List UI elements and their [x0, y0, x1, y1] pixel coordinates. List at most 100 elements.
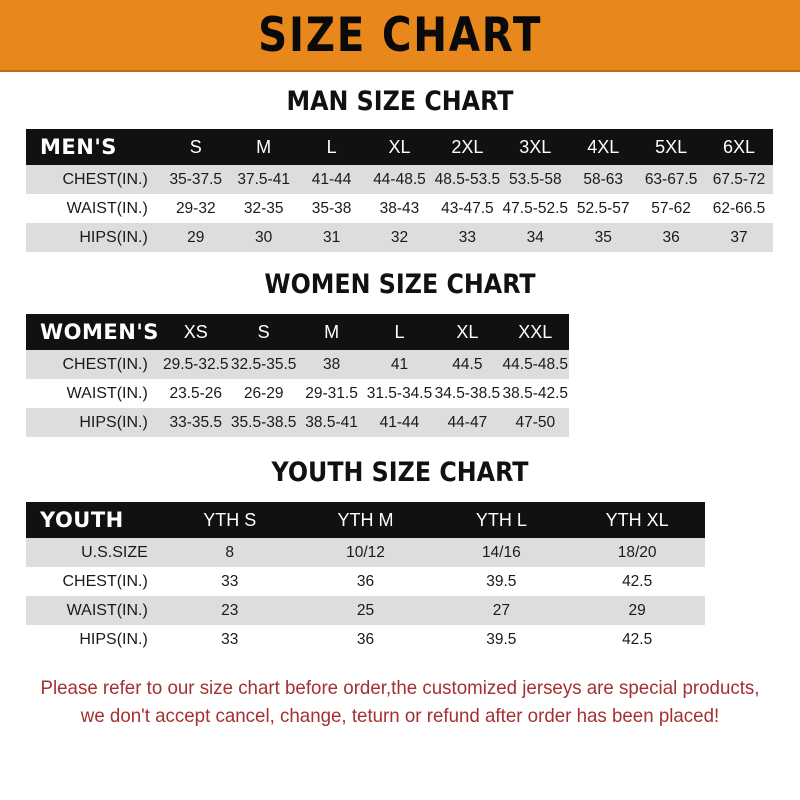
table-cell: 58-63 [569, 165, 638, 194]
women-row-spacer [569, 379, 773, 408]
table-cell: 44.5 [433, 350, 502, 379]
table-cell: 36 [297, 625, 434, 654]
table-row: WAIST(IN.) 23 25 27 29 [26, 596, 773, 625]
men-section-title: MAN SIZE CHART [286, 86, 514, 117]
women-table-corner-label: WOMEN'S [40, 320, 159, 344]
table-row: CHEST(IN.) 29.5-32.5 32.5-35.5 38 41 44.5 44.5… [26, 350, 773, 379]
table-cell: 44.5-48.5 [501, 350, 570, 379]
table-cell: 44-47 [433, 408, 502, 437]
page-banner: SIZE CHART [0, 0, 800, 72]
table-cell: 29-31.5 [297, 379, 366, 408]
youth-size-header-yth-m: YTH M [337, 509, 394, 530]
table-cell: 44-48.5 [365, 165, 434, 194]
youth-row-label: WAIST(IN.) [26, 596, 162, 625]
table-cell: 53.5-58 [501, 165, 570, 194]
table-cell: 48.5-53.5 [433, 165, 502, 194]
table-cell: 35-38 [297, 194, 366, 223]
youth-row-spacer [705, 538, 773, 567]
men-size-header-5xl: 5XL [655, 136, 688, 157]
men-size-header-2xl: 2XL [451, 136, 484, 157]
men-size-header-m: M [256, 136, 272, 157]
women-size-header-xl: XL [456, 321, 479, 342]
table-cell: 10/12 [297, 538, 434, 567]
women-row-spacer [569, 408, 773, 437]
youth-row-label: CHEST(IN.) [26, 567, 162, 596]
women-row-label: HIPS(IN.) [26, 408, 162, 437]
women-row-label: CHEST(IN.) [26, 350, 162, 379]
women-row-spacer [569, 350, 773, 379]
youth-table-header-row: YOUTH YTH S YTH M YTH L YTH XL [26, 502, 773, 538]
table-cell: 36 [637, 223, 706, 252]
men-size-header-4xl: 4XL [587, 136, 620, 157]
table-cell: 23.5-26 [161, 379, 230, 408]
table-cell: 63-67.5 [637, 165, 706, 194]
table-cell: 29-32 [161, 194, 230, 223]
youth-row-spacer [705, 596, 773, 625]
table-row: WAIST(IN.) 29-32 32-35 35-38 38-43 43-47.5 47.… [26, 194, 773, 223]
men-size-header-3xl: 3XL [519, 136, 552, 157]
women-size-header-m: M [324, 321, 340, 342]
table-cell: 47.5-52.5 [501, 194, 570, 223]
men-size-header-6xl: 6XL [723, 136, 756, 157]
women-header-spacer [569, 314, 773, 350]
table-cell: 52.5-57 [569, 194, 638, 223]
table-cell: 43-47.5 [433, 194, 502, 223]
men-size-section: MAN SIZE CHART MEN'S S M L XL 2XL 3XL 4XL 5XL 6XL… [0, 86, 800, 252]
table-cell: 35 [569, 223, 638, 252]
table-cell: 38.5-41 [297, 408, 366, 437]
table-row: CHEST(IN.) 33 36 39.5 42.5 [26, 567, 773, 596]
women-size-header-s: S [257, 321, 270, 342]
men-row-label: HIPS(IN.) [26, 223, 162, 252]
table-cell: 33 [161, 567, 298, 596]
men-size-header-s: S [189, 136, 202, 157]
men-table-header-row: MEN'S S M L XL 2XL 3XL 4XL 5XL 6XL [26, 129, 773, 165]
youth-size-header-yth-xl: YTH XL [605, 509, 669, 530]
men-row-label: WAIST(IN.) [26, 194, 162, 223]
page-title: SIZE CHART [257, 7, 542, 63]
men-size-header-xl: XL [388, 136, 411, 157]
table-cell: 27 [433, 596, 570, 625]
youth-size-header-yth-s: YTH S [203, 509, 257, 530]
women-size-header-xxl: XXL [518, 321, 553, 342]
youth-table-corner-label: YOUTH [40, 508, 124, 532]
women-size-header-l: L [394, 321, 405, 342]
women-size-header-xs: XS [183, 321, 208, 342]
youth-row-label: U.S.SIZE [26, 538, 162, 567]
youth-row-spacer [705, 625, 773, 654]
table-cell: 25 [297, 596, 434, 625]
table-cell: 35-37.5 [161, 165, 230, 194]
table-cell: 62-66.5 [705, 194, 773, 223]
table-cell: 39.5 [433, 567, 570, 596]
table-cell: 30 [229, 223, 298, 252]
men-row-label: CHEST(IN.) [26, 165, 162, 194]
youth-size-header-yth-l: YTH L [475, 509, 527, 530]
table-cell: 41 [365, 350, 434, 379]
women-table-header-row: WOMEN'S XS S M L XL XXL [26, 314, 773, 350]
table-cell: 47-50 [501, 408, 570, 437]
table-cell: 38.5-42.5 [501, 379, 570, 408]
table-cell: 41-44 [297, 165, 366, 194]
table-cell: 29.5-32.5 [161, 350, 230, 379]
table-cell: 38 [297, 350, 366, 379]
table-row: HIPS(IN.) 33 36 39.5 42.5 [26, 625, 773, 654]
table-cell: 36 [297, 567, 434, 596]
women-size-section: WOMEN SIZE CHART WOMEN'S XS S M L XL XXL CHEST(… [0, 269, 800, 437]
table-cell: 23 [161, 596, 298, 625]
men-table-corner-label: MEN'S [40, 135, 117, 159]
table-cell: 26-29 [229, 379, 298, 408]
table-cell: 41-44 [365, 408, 434, 437]
table-cell: 14/16 [433, 538, 570, 567]
men-size-header-l: L [326, 136, 337, 157]
table-cell: 18/20 [569, 538, 706, 567]
women-section-title: WOMEN SIZE CHART [264, 269, 536, 300]
table-cell: 57-62 [637, 194, 706, 223]
table-cell: 8 [161, 538, 298, 567]
youth-size-section: YOUTH SIZE CHART YOUTH YTH S YTH M YTH L YTH… [0, 457, 800, 654]
youth-row-spacer [705, 567, 773, 596]
table-row: CHEST(IN.) 35-37.5 37.5-41 41-44 44-48.5 48.5… [26, 165, 773, 194]
table-cell: 39.5 [433, 625, 570, 654]
table-cell: 34.5-38.5 [433, 379, 502, 408]
table-cell: 33-35.5 [161, 408, 230, 437]
table-cell: 31.5-34.5 [365, 379, 434, 408]
table-row: WAIST(IN.) 23.5-26 26-29 29-31.5 31.5-34.5 34… [26, 379, 773, 408]
